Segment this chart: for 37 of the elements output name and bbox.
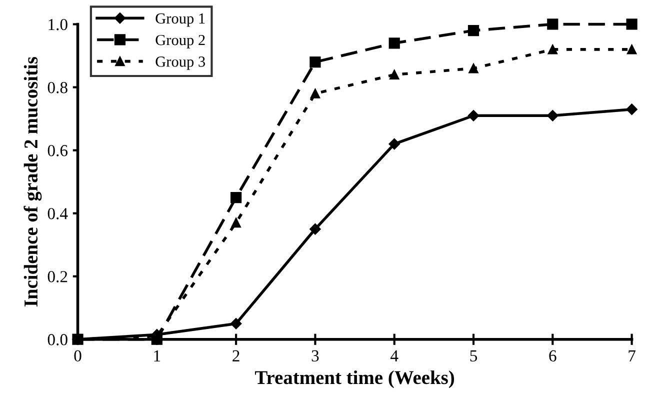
x-tick-label: 3 (312, 350, 319, 362)
x-tick-label: 0 (74, 350, 82, 362)
point (310, 88, 320, 98)
y-tick-label: 0.6 (48, 144, 68, 156)
point (468, 24, 480, 36)
point (310, 56, 321, 68)
y-tick-label: 0.0 (48, 334, 68, 346)
legend-label: Group 1 (156, 13, 205, 27)
point (388, 38, 400, 49)
x-tick-label: 7 (628, 350, 636, 362)
point (230, 318, 242, 330)
y-tick-label: 0.2 (48, 271, 68, 282)
point (231, 218, 241, 228)
x-tick-label: 2 (232, 350, 240, 362)
point (626, 18, 638, 30)
x-axis-title: Treatment time (Weeks) (255, 370, 454, 388)
point (310, 223, 321, 235)
x-tick-label: 4 (390, 350, 398, 362)
point (230, 192, 242, 204)
legend-label: Group 3 (156, 56, 206, 70)
x-tick-label: 6 (549, 350, 556, 362)
point (468, 110, 480, 122)
x-tick-label: 5 (470, 350, 478, 362)
y-axis-title: Incidence of grade 2 mucositis (24, 56, 42, 306)
point (626, 104, 638, 115)
point (468, 63, 478, 74)
point (389, 70, 400, 80)
y-tick-label: 0.8 (48, 82, 68, 94)
point (547, 18, 558, 30)
point (626, 44, 637, 54)
legend-label: Group 2 (156, 34, 205, 48)
point (547, 110, 558, 122)
point (388, 138, 400, 150)
y-tick-label: 0.4 (48, 208, 68, 220)
y-tick-label: 1.0 (48, 18, 68, 30)
x-tick-label: 1 (154, 350, 160, 362)
point (548, 44, 558, 54)
